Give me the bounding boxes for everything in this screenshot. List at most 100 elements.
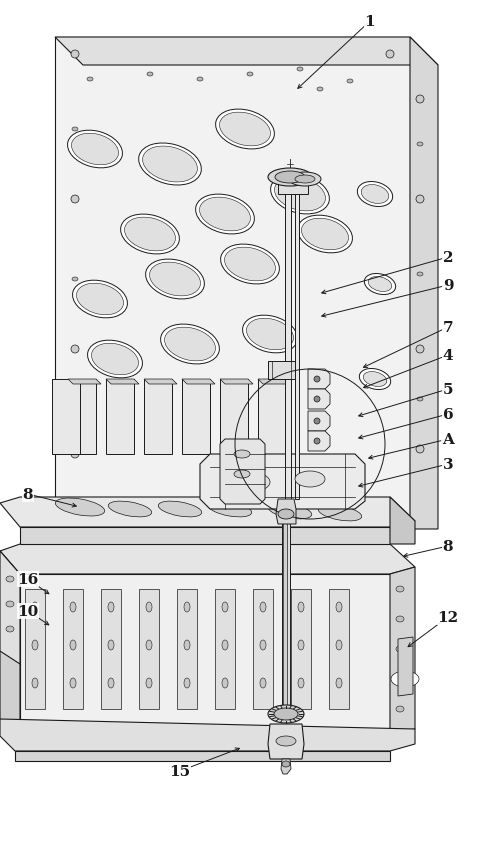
Polygon shape <box>182 379 215 384</box>
Polygon shape <box>220 379 248 454</box>
Text: 6: 6 <box>443 407 453 422</box>
Polygon shape <box>278 175 308 195</box>
Ellipse shape <box>386 51 394 59</box>
Polygon shape <box>308 389 330 410</box>
Ellipse shape <box>70 640 76 650</box>
Ellipse shape <box>318 505 362 521</box>
Ellipse shape <box>275 178 325 211</box>
Ellipse shape <box>143 147 197 182</box>
Polygon shape <box>144 379 177 384</box>
Ellipse shape <box>282 761 290 767</box>
Ellipse shape <box>268 504 312 519</box>
Ellipse shape <box>32 640 38 650</box>
Ellipse shape <box>108 678 114 688</box>
Ellipse shape <box>71 346 79 354</box>
Ellipse shape <box>92 344 139 376</box>
Ellipse shape <box>314 418 320 424</box>
Ellipse shape <box>55 498 105 516</box>
Polygon shape <box>283 499 287 709</box>
Ellipse shape <box>347 80 353 83</box>
Ellipse shape <box>72 134 119 165</box>
Ellipse shape <box>416 196 424 204</box>
Polygon shape <box>215 590 235 709</box>
Ellipse shape <box>298 640 304 650</box>
Ellipse shape <box>295 176 315 184</box>
Ellipse shape <box>68 131 122 169</box>
Ellipse shape <box>278 509 294 520</box>
Ellipse shape <box>70 678 76 688</box>
Polygon shape <box>390 567 415 734</box>
Ellipse shape <box>234 470 250 479</box>
Ellipse shape <box>317 88 323 92</box>
Ellipse shape <box>32 602 38 613</box>
Ellipse shape <box>416 346 424 354</box>
Ellipse shape <box>196 195 254 234</box>
Ellipse shape <box>396 646 404 653</box>
Ellipse shape <box>230 473 270 492</box>
Text: 10: 10 <box>17 604 38 619</box>
Ellipse shape <box>260 640 266 650</box>
Ellipse shape <box>87 341 143 378</box>
Ellipse shape <box>146 640 152 650</box>
Ellipse shape <box>289 173 321 187</box>
Polygon shape <box>0 498 415 527</box>
Ellipse shape <box>298 678 304 688</box>
Ellipse shape <box>391 671 419 688</box>
Ellipse shape <box>298 216 352 254</box>
Ellipse shape <box>108 640 114 650</box>
Ellipse shape <box>219 113 270 147</box>
Ellipse shape <box>417 398 423 401</box>
Ellipse shape <box>274 708 298 720</box>
Ellipse shape <box>396 706 404 712</box>
Text: 3: 3 <box>443 458 453 471</box>
Text: 9: 9 <box>443 279 453 292</box>
Ellipse shape <box>357 182 393 207</box>
Ellipse shape <box>184 602 190 613</box>
Ellipse shape <box>368 277 392 292</box>
Polygon shape <box>106 379 134 454</box>
Ellipse shape <box>72 128 78 132</box>
Polygon shape <box>0 551 20 665</box>
Ellipse shape <box>87 78 93 82</box>
Polygon shape <box>308 370 330 389</box>
Ellipse shape <box>260 678 266 688</box>
Polygon shape <box>390 498 415 544</box>
Polygon shape <box>258 379 286 454</box>
Ellipse shape <box>6 626 14 632</box>
Polygon shape <box>52 379 80 454</box>
Ellipse shape <box>314 377 320 383</box>
Ellipse shape <box>336 640 342 650</box>
Ellipse shape <box>72 278 78 282</box>
Polygon shape <box>68 379 101 384</box>
Ellipse shape <box>271 175 329 215</box>
Ellipse shape <box>295 471 325 487</box>
Polygon shape <box>295 178 299 499</box>
Ellipse shape <box>184 640 190 650</box>
Ellipse shape <box>298 602 304 613</box>
Ellipse shape <box>216 110 275 150</box>
Polygon shape <box>182 379 210 454</box>
Ellipse shape <box>146 678 152 688</box>
Ellipse shape <box>260 602 266 613</box>
Ellipse shape <box>161 325 219 365</box>
Polygon shape <box>253 590 273 709</box>
Text: 8: 8 <box>443 539 453 553</box>
Polygon shape <box>308 431 330 452</box>
Text: 1: 1 <box>365 15 375 29</box>
Ellipse shape <box>336 678 342 688</box>
Ellipse shape <box>6 576 14 582</box>
Ellipse shape <box>222 640 228 650</box>
Ellipse shape <box>70 602 76 613</box>
Ellipse shape <box>71 196 79 204</box>
Polygon shape <box>291 590 311 709</box>
Polygon shape <box>0 544 415 574</box>
Ellipse shape <box>234 451 250 458</box>
Ellipse shape <box>225 248 276 281</box>
Ellipse shape <box>158 502 202 517</box>
Text: 5: 5 <box>443 383 453 396</box>
Polygon shape <box>106 379 139 384</box>
Ellipse shape <box>364 274 396 295</box>
Ellipse shape <box>222 602 228 613</box>
Ellipse shape <box>200 198 251 232</box>
Ellipse shape <box>150 262 201 296</box>
